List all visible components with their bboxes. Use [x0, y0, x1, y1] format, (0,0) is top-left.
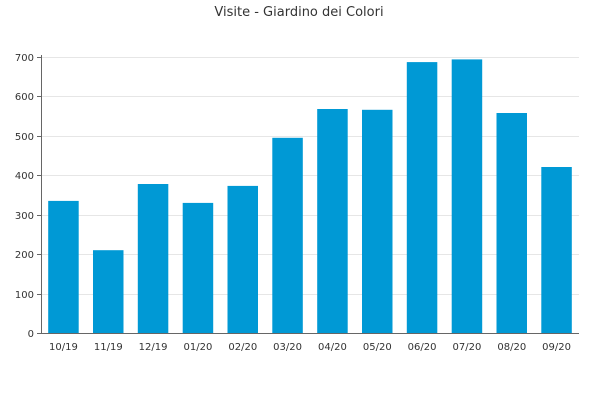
x-tick-label-0: 10/19: [49, 342, 78, 353]
chart-title: Visite - Giardino dei Colori: [214, 5, 383, 20]
x-tick-label-11: 09/20: [542, 342, 571, 353]
bar-4: [227, 185, 258, 333]
x-tick-label-5: 03/20: [273, 342, 302, 353]
bar-10: [496, 113, 527, 333]
x-tick-label-9: 07/20: [452, 342, 481, 353]
y-tick-label-1: 100: [15, 290, 34, 301]
y-tick-label-7: 700: [15, 53, 34, 64]
x-tick-label-4: 02/20: [228, 342, 257, 353]
x-tick-labels: 10/19 11/19 12/19 01/20 02/20 03/20 04/20 05/20…: [49, 342, 571, 353]
y-tick-label-2: 200: [15, 250, 34, 261]
x-tick-label-7: 05/20: [363, 342, 392, 353]
x-tick-label-3: 01/20: [183, 342, 212, 353]
x-tick-label-6: 04/20: [318, 342, 347, 353]
x-tick-label-2: 12/19: [139, 342, 168, 353]
y-tick-label-4: 400: [15, 171, 34, 182]
bar-7: [362, 109, 393, 333]
x-tick-label-10: 08/20: [497, 342, 526, 353]
bar-5: [272, 137, 303, 333]
bar-3: [182, 202, 214, 333]
y-tick-labels: 0 100 200 300 400 500 600 700: [15, 53, 34, 340]
grid-lines: [41, 57, 579, 295]
axes: [37, 55, 579, 334]
bar-2: [137, 184, 169, 333]
y-tick-label-3: 300: [15, 211, 34, 222]
bar-9: [451, 59, 483, 334]
bars: [48, 59, 572, 334]
y-tick-label-0: 0: [28, 329, 34, 340]
bar-8: [406, 62, 438, 333]
y-tick-label-6: 600: [15, 92, 34, 103]
bar-0: [48, 200, 79, 333]
bar-6: [317, 109, 348, 333]
y-tick-label-5: 500: [15, 132, 34, 143]
bar-1: [93, 250, 124, 333]
x-tick-label-1: 11/19: [94, 342, 123, 353]
x-tick-label-8: 06/20: [408, 342, 437, 353]
bar-11: [541, 167, 572, 333]
